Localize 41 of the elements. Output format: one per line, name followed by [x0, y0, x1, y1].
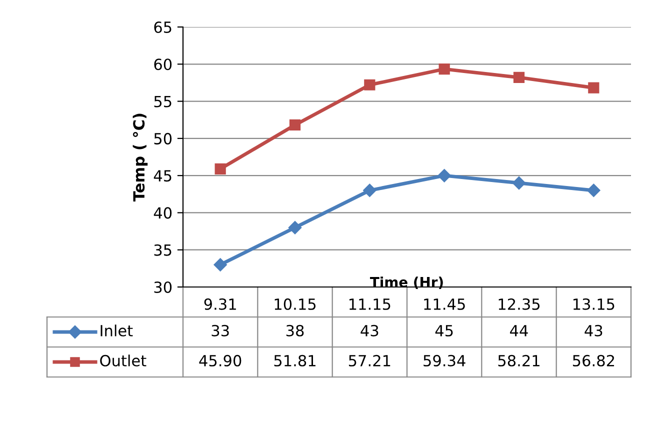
y-tick-label: 30: [154, 281, 172, 294]
y-tick-label: 40: [154, 207, 172, 219]
point: [588, 82, 600, 94]
point: [288, 220, 302, 234]
legend-label: Outlet: [100, 354, 146, 366]
x-tick-label: 10.15: [274, 298, 316, 310]
y-tick-label: 60: [154, 58, 172, 70]
data-label: 45: [435, 325, 453, 336]
x-tick-label: 11.45: [424, 298, 465, 310]
point: [438, 63, 450, 75]
x-tick-label: 11.15: [349, 298, 390, 310]
point: [214, 163, 226, 174]
data-label: 43: [584, 324, 602, 336]
point: [289, 119, 301, 131]
data-label: 45.90: [199, 354, 242, 366]
y-tick-label: 65: [154, 21, 172, 34]
y-tick-label: 55: [154, 96, 172, 108]
y-tick-label: 35: [154, 244, 172, 256]
data-label: 51.81: [274, 354, 316, 366]
point: [438, 168, 451, 182]
data-label: 44: [510, 325, 528, 336]
point: [364, 79, 376, 90]
data-label: 38: [286, 324, 304, 336]
data-label: 58.21: [498, 354, 540, 366]
data-label: 33: [212, 324, 229, 336]
x-tick-label: 9.31: [204, 298, 236, 310]
point: [587, 184, 600, 198]
point: [363, 184, 376, 198]
point: [512, 176, 526, 190]
x-tick-label: 13.15: [573, 298, 614, 310]
x-tick-label: 12.35: [498, 298, 540, 310]
data-label: 56.82: [572, 354, 614, 366]
y-tick-label: 50: [154, 132, 172, 144]
y-axis-title: Temp ( °C): [132, 114, 148, 202]
data-label: 43: [360, 324, 378, 336]
data-label: 57.21: [348, 354, 390, 366]
point: [214, 258, 227, 272]
y-tick-label: 45: [154, 170, 172, 182]
point: [513, 72, 525, 83]
legend-label: Inlet: [100, 324, 133, 336]
data-label: 59.34: [424, 354, 466, 366]
